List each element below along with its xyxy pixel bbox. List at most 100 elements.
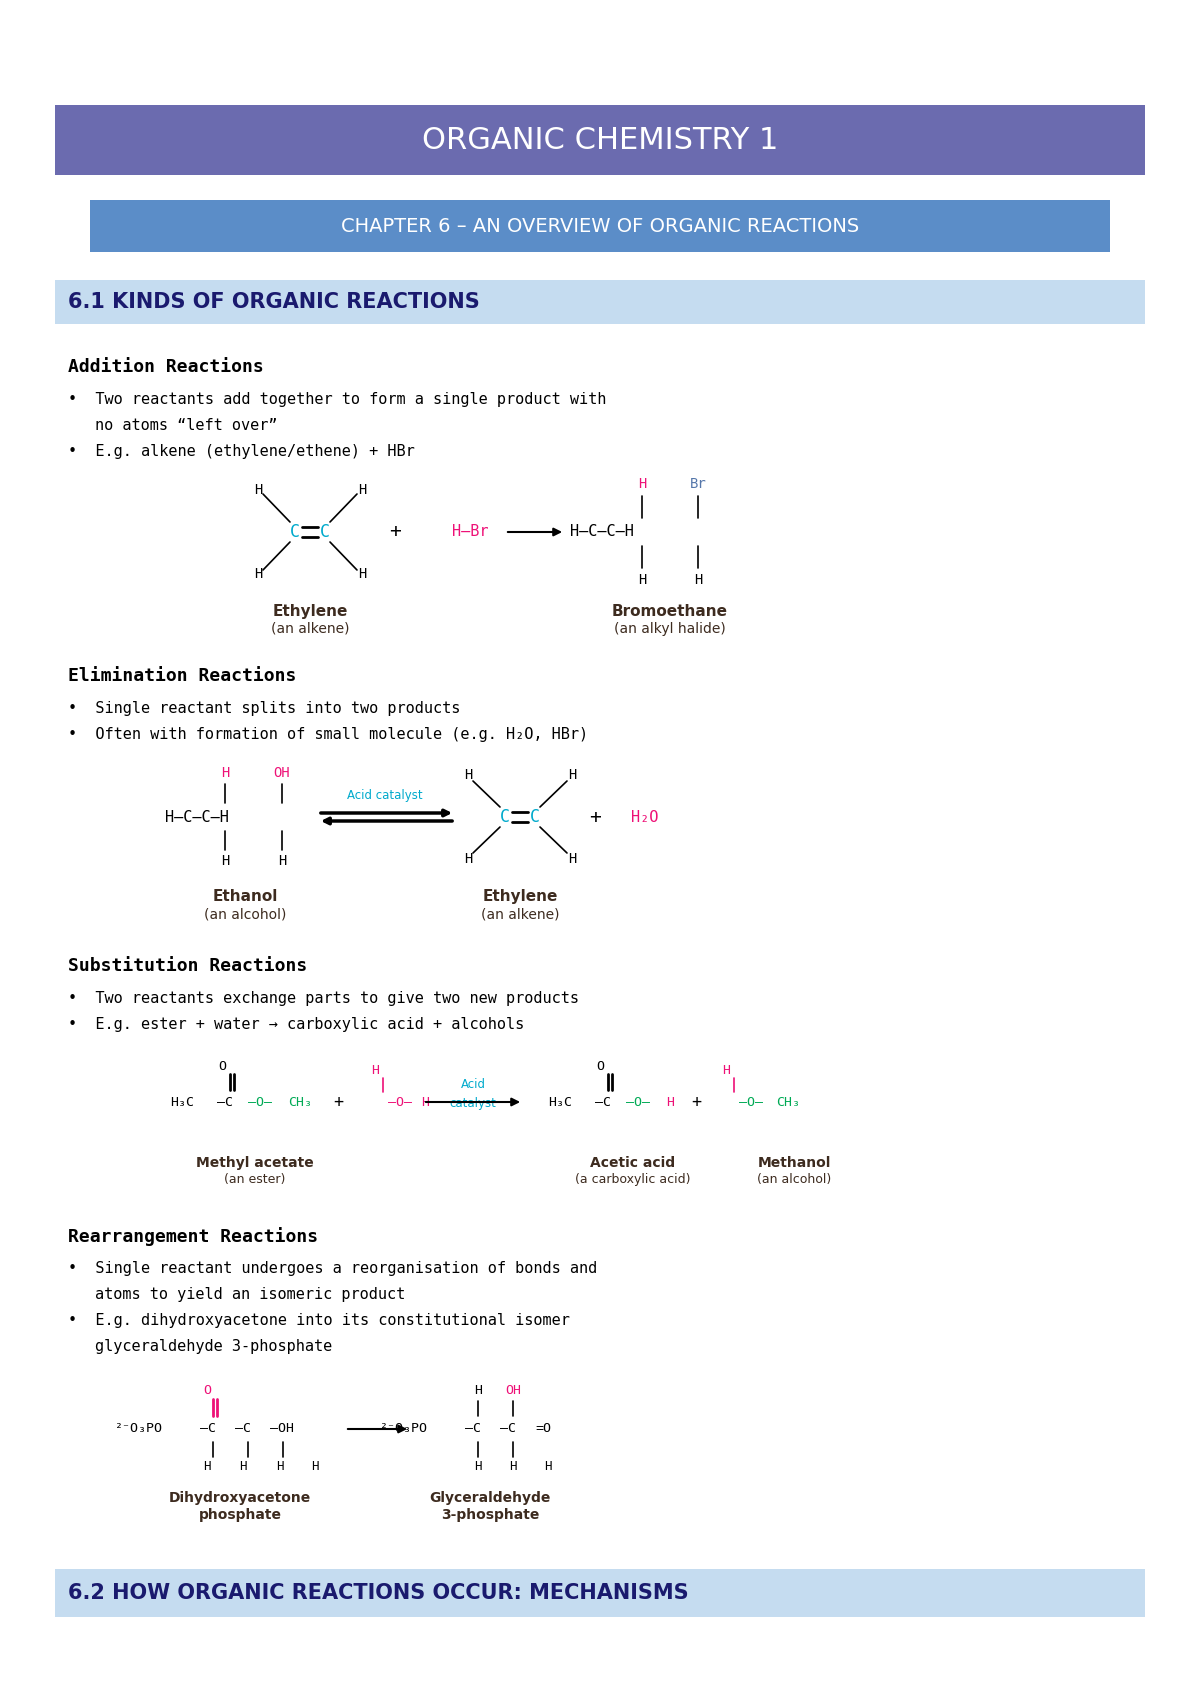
- Text: O: O: [596, 1060, 604, 1073]
- Text: (a carboxylic acid): (a carboxylic acid): [575, 1173, 691, 1185]
- Text: no atoms “left over”: no atoms “left over”: [95, 418, 277, 433]
- Text: –C: –C: [466, 1423, 481, 1435]
- Text: Acid catalyst: Acid catalyst: [347, 788, 422, 801]
- Text: •  Two reactants add together to form a single product with: • Two reactants add together to form a s…: [68, 392, 606, 408]
- Text: (an ester): (an ester): [224, 1173, 286, 1185]
- Text: H–Br: H–Br: [451, 525, 488, 540]
- Text: H: H: [545, 1460, 552, 1474]
- Text: atoms to yield an isomeric product: atoms to yield an isomeric product: [95, 1287, 406, 1302]
- Text: Ethylene: Ethylene: [482, 890, 558, 903]
- Text: =O: =O: [535, 1423, 551, 1435]
- Text: H: H: [358, 482, 366, 498]
- Text: +: +: [389, 523, 401, 542]
- Text: •  Often with formation of small molecule (e.g. H₂O, HBr): • Often with formation of small molecule…: [68, 727, 588, 742]
- Text: CH₃: CH₃: [776, 1095, 800, 1109]
- Bar: [55, 280, 1145, 324]
- Text: O: O: [218, 1060, 226, 1073]
- Text: H: H: [638, 477, 646, 491]
- Text: H: H: [509, 1460, 517, 1474]
- Text: H₂O: H₂O: [631, 810, 659, 825]
- Text: •  Single reactant undergoes a reorganisation of bonds and: • Single reactant undergoes a reorganisa…: [68, 1262, 598, 1275]
- Text: H: H: [278, 854, 286, 868]
- Text: H: H: [474, 1460, 481, 1474]
- Text: H: H: [254, 482, 262, 498]
- Text: –C: –C: [500, 1423, 516, 1435]
- Text: H₃C: H₃C: [170, 1095, 194, 1109]
- Text: H: H: [421, 1095, 430, 1109]
- Text: H: H: [311, 1460, 319, 1474]
- Text: 6.2 HOW ORGANIC REACTIONS OCCUR: MECHANISMS: 6.2 HOW ORGANIC REACTIONS OCCUR: MECHANI…: [68, 1583, 689, 1603]
- Text: glyceraldehyde 3-phosphate: glyceraldehyde 3-phosphate: [95, 1340, 332, 1353]
- Text: ²⁻O₃PO: ²⁻O₃PO: [380, 1423, 428, 1435]
- Text: (an alcohol): (an alcohol): [757, 1173, 832, 1185]
- Text: phosphate: phosphate: [198, 1508, 282, 1521]
- Text: H: H: [239, 1460, 247, 1474]
- Text: –OH: –OH: [270, 1423, 294, 1435]
- Text: •  Single reactant splits into two products: • Single reactant splits into two produc…: [68, 701, 461, 717]
- Text: •  E.g. dihydroxyacetone into its constitutional isomer: • E.g. dihydroxyacetone into its constit…: [68, 1313, 570, 1328]
- Text: Bromoethane: Bromoethane: [612, 604, 728, 620]
- Text: +: +: [334, 1094, 343, 1110]
- Text: C: C: [290, 523, 300, 542]
- Text: H: H: [666, 1095, 674, 1109]
- Text: Methanol: Methanol: [757, 1156, 830, 1170]
- Text: Dihydroxyacetone: Dihydroxyacetone: [169, 1491, 311, 1504]
- Text: Methyl acetate: Methyl acetate: [196, 1156, 314, 1170]
- Text: O: O: [203, 1384, 211, 1397]
- Text: H: H: [221, 854, 229, 868]
- Text: H: H: [568, 852, 576, 866]
- Text: –C: –C: [217, 1095, 233, 1109]
- Text: H: H: [221, 766, 229, 779]
- Text: ORGANIC CHEMISTRY 1: ORGANIC CHEMISTRY 1: [422, 126, 778, 155]
- Text: •  Two reactants exchange parts to give two new products: • Two reactants exchange parts to give t…: [68, 992, 580, 1005]
- Text: OH: OH: [274, 766, 290, 779]
- Text: Acid: Acid: [461, 1078, 486, 1090]
- Text: ²⁻O₃PO: ²⁻O₃PO: [115, 1423, 163, 1435]
- Text: C: C: [500, 808, 510, 825]
- Text: Ethylene: Ethylene: [272, 604, 348, 620]
- Text: Acetic acid: Acetic acid: [590, 1156, 676, 1170]
- Text: OH: OH: [505, 1384, 521, 1397]
- Bar: [90, 200, 1110, 251]
- Text: CHAPTER 6 – AN OVERVIEW OF ORGANIC REACTIONS: CHAPTER 6 – AN OVERVIEW OF ORGANIC REACT…: [341, 217, 859, 236]
- Text: H–C–C–H: H–C–C–H: [570, 525, 634, 540]
- Text: H: H: [464, 767, 472, 783]
- Text: Ethanol: Ethanol: [212, 890, 277, 903]
- Text: H: H: [371, 1063, 379, 1077]
- Text: –O–: –O–: [248, 1095, 272, 1109]
- Text: (an alcohol): (an alcohol): [204, 907, 286, 920]
- Text: H: H: [254, 567, 262, 581]
- Text: Substitution Reactions: Substitution Reactions: [68, 958, 307, 975]
- Text: H: H: [203, 1460, 211, 1474]
- Text: H: H: [474, 1384, 482, 1397]
- Text: Rearrangement Reactions: Rearrangement Reactions: [68, 1228, 318, 1246]
- Text: –C: –C: [595, 1095, 611, 1109]
- Text: (an alkene): (an alkene): [481, 907, 559, 920]
- Text: H–C–C–H: H–C–C–H: [166, 810, 229, 825]
- Text: –O–: –O–: [739, 1095, 763, 1109]
- Text: H: H: [568, 767, 576, 783]
- Text: •  E.g. ester + water → carboxylic acid + alcohols: • E.g. ester + water → carboxylic acid +…: [68, 1017, 524, 1032]
- Text: •  E.g. alkene (ethylene/ethene) + HBr: • E.g. alkene (ethylene/ethene) + HBr: [68, 443, 415, 458]
- Text: –C: –C: [200, 1423, 216, 1435]
- Text: H: H: [694, 572, 702, 588]
- Text: –O–: –O–: [388, 1095, 412, 1109]
- Text: –O–: –O–: [626, 1095, 650, 1109]
- Text: C: C: [320, 523, 330, 542]
- Text: 3-phosphate: 3-phosphate: [440, 1508, 539, 1521]
- Text: Br: Br: [690, 477, 707, 491]
- Text: Addition Reactions: Addition Reactions: [68, 358, 264, 375]
- Text: catalyst: catalyst: [450, 1097, 497, 1110]
- Text: (an alkyl halide): (an alkyl halide): [614, 621, 726, 637]
- Text: H₃C: H₃C: [548, 1095, 572, 1109]
- Text: H: H: [358, 567, 366, 581]
- Text: C: C: [530, 808, 540, 825]
- Bar: [55, 1569, 1145, 1616]
- Text: 6.1 KINDS OF ORGANIC REACTIONS: 6.1 KINDS OF ORGANIC REACTIONS: [68, 292, 480, 312]
- Text: H: H: [638, 572, 646, 588]
- Text: –C: –C: [235, 1423, 251, 1435]
- Text: H: H: [722, 1063, 730, 1077]
- Text: H: H: [276, 1460, 283, 1474]
- Text: Glyceraldehyde: Glyceraldehyde: [430, 1491, 551, 1504]
- Text: H: H: [464, 852, 472, 866]
